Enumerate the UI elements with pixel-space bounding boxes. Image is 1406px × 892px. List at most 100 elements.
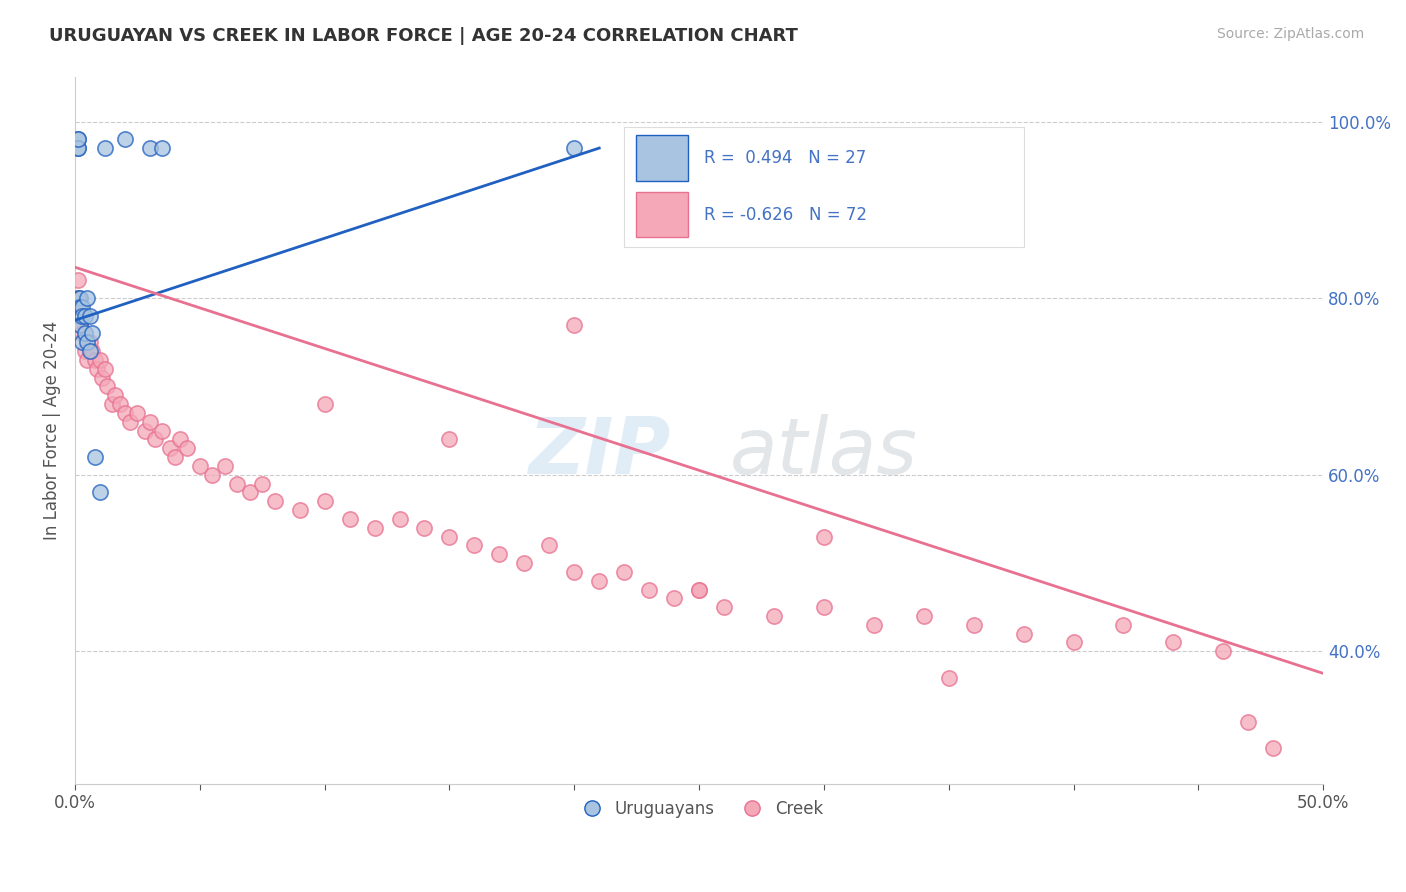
Point [134,424,156,438]
Legend: Uruguayans, Creek: Uruguayans, Creek [568,794,830,825]
Point [562,318,585,332]
Point [439,433,461,447]
Point [214,458,236,473]
Point [72,300,94,314]
Point [89,353,111,368]
Point [413,521,436,535]
Point [176,442,198,456]
Point [89,485,111,500]
Point [1012,626,1035,640]
Point [69,318,91,332]
Text: Source: ZipAtlas.com: Source: ZipAtlas.com [1216,27,1364,41]
Point [463,538,485,552]
Point [813,600,835,615]
Point [1112,617,1135,632]
Point [239,485,262,500]
Point [139,415,162,429]
Point [79,335,101,350]
Point [82,344,104,359]
Point [813,529,835,543]
Point [159,442,181,456]
Point [762,609,785,624]
Point [363,521,385,535]
Point [688,582,710,597]
Point [314,494,336,508]
Point [94,361,117,376]
Point [439,529,461,543]
Point [613,565,636,579]
Point [263,494,285,508]
Point [66,300,89,314]
Point [127,406,149,420]
Point [562,565,585,579]
Point [1263,741,1285,756]
Point [104,388,127,402]
Point [69,309,91,323]
Point [94,141,117,155]
Point [912,609,935,624]
Point [169,433,191,447]
Point [79,344,101,359]
Point [150,141,173,155]
Point [69,300,91,314]
Point [84,450,107,464]
Point [963,617,986,632]
Point [66,141,89,155]
Point [101,397,124,411]
Point [82,326,104,341]
Point [76,353,98,368]
Point [66,132,89,146]
Point [108,397,131,411]
Point [513,556,536,570]
Text: ZIP: ZIP [529,414,671,490]
Point [72,326,94,341]
Point [314,397,336,411]
Point [339,512,361,526]
Point [66,273,89,287]
Point [69,318,91,332]
Point [388,512,411,526]
Point [84,353,107,368]
Point [72,335,94,350]
Point [76,291,98,305]
Point [688,582,710,597]
Point [252,476,274,491]
Point [938,671,960,685]
Point [163,450,186,464]
Point [69,300,91,314]
Point [76,335,98,350]
Point [1237,714,1260,729]
Point [73,326,96,341]
Point [73,344,96,359]
Point [150,424,173,438]
Point [79,309,101,323]
Point [488,547,510,561]
Point [188,458,211,473]
Point [201,467,224,482]
Point [1212,644,1234,658]
Point [538,538,561,552]
Point [66,132,89,146]
Point [562,141,585,155]
Point [66,291,89,305]
Point [288,503,311,517]
Point [588,574,610,588]
Point [1063,635,1085,649]
Point [713,600,735,615]
Point [118,415,141,429]
Point [638,582,661,597]
Y-axis label: In Labor Force | Age 20-24: In Labor Force | Age 20-24 [44,321,60,541]
Point [139,141,162,155]
Text: atlas: atlas [730,414,918,490]
Text: URUGUAYAN VS CREEK IN LABOR FORCE | AGE 20-24 CORRELATION CHART: URUGUAYAN VS CREEK IN LABOR FORCE | AGE … [49,27,799,45]
Point [69,291,91,305]
Point [96,379,118,393]
Point [66,141,89,155]
Point [114,406,136,420]
Point [662,591,685,606]
Point [91,370,114,384]
Point [862,617,884,632]
Point [143,433,166,447]
Point [1163,635,1185,649]
Point [226,476,249,491]
